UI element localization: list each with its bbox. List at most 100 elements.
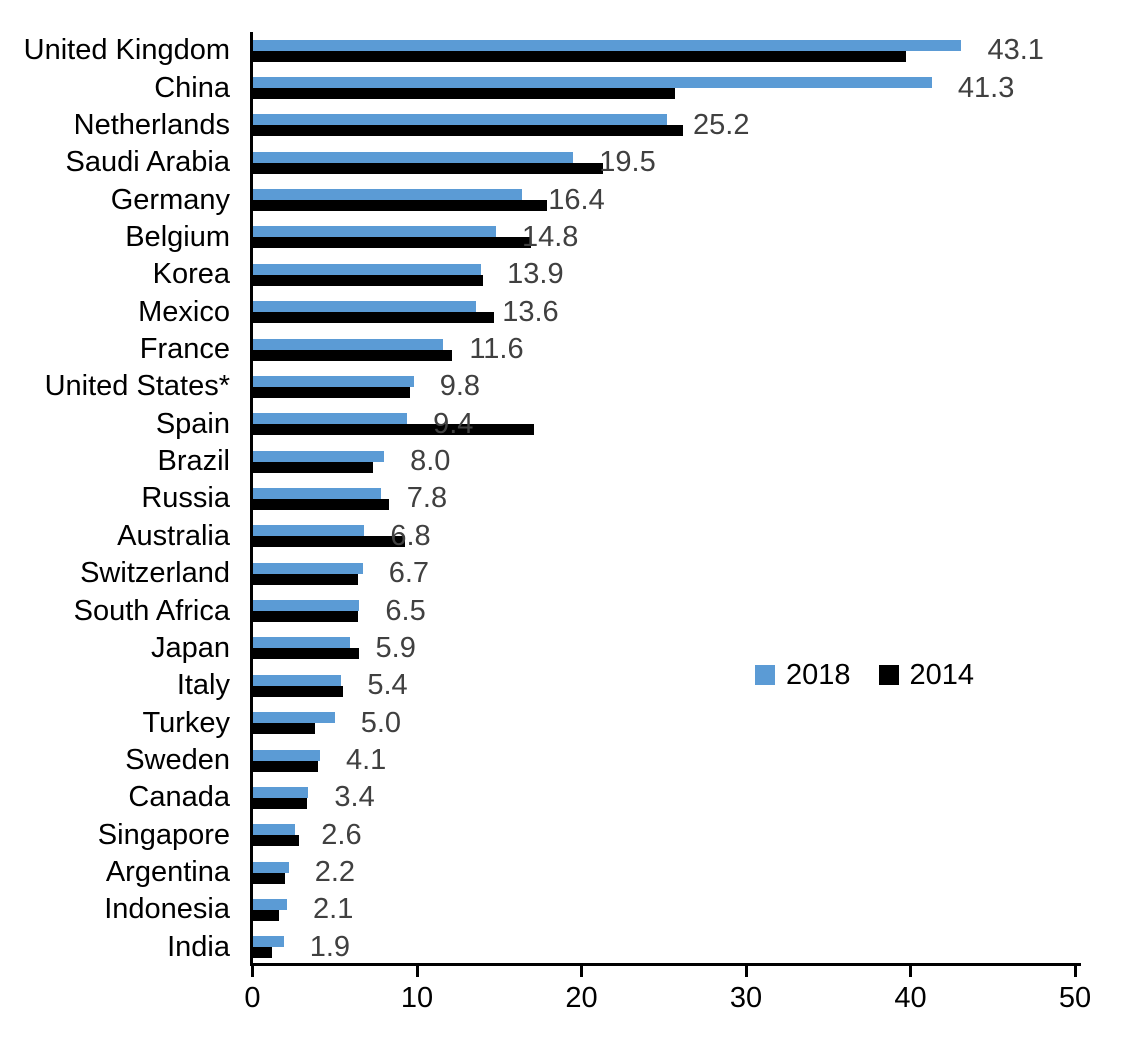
value-label: 9.4 (433, 407, 474, 440)
category-label: Saudi Arabia (65, 146, 230, 179)
bar-2014 (252, 536, 406, 548)
bar-2018 (252, 488, 381, 499)
bar-2018 (252, 749, 320, 761)
value-label: 7.8 (406, 482, 448, 515)
value-label: 1.9 (309, 930, 351, 963)
x-tick-mark (415, 966, 419, 977)
bar-2018 (252, 114, 668, 126)
bar-2014 (252, 909, 279, 921)
bar-2018 (252, 375, 414, 387)
bar-2014 (252, 611, 358, 623)
value-label: 43.1 (987, 34, 1044, 67)
bar-2014 (252, 797, 307, 809)
x-axis-line (249, 963, 1081, 966)
bar-2018 (252, 562, 363, 574)
bar-2014 (252, 835, 299, 847)
bar-2014 (252, 162, 603, 174)
bar-2014 (252, 760, 319, 772)
x-tick-label: 50 (1058, 982, 1092, 1014)
value-label: 25.2 (693, 108, 750, 141)
category-label: Indonesia (104, 893, 230, 926)
bar-2014 (252, 424, 534, 436)
bar-2018 (252, 189, 523, 201)
x-tick-mark (1073, 966, 1077, 977)
value-label: 6.5 (385, 594, 426, 627)
bar-2018 (252, 637, 350, 649)
category-label: Korea (152, 258, 230, 291)
x-tick-label: 10 (400, 982, 434, 1014)
bar-2018 (252, 824, 296, 836)
legend-label: 2018 (786, 658, 851, 691)
category-label: Turkey (142, 706, 230, 739)
category-label: Belgium (125, 220, 230, 253)
value-label: 4.1 (345, 744, 387, 776)
legend-entry: 2018 (755, 659, 851, 692)
value-label: 16.4 (548, 183, 605, 216)
x-tick-mark (909, 966, 912, 977)
bar-2018 (252, 898, 288, 910)
bar-2018 (252, 936, 284, 948)
value-label: 41.3 (957, 71, 1015, 104)
category-label: Switzerland (80, 557, 230, 590)
bar-2014 (252, 573, 358, 585)
bar-2014 (252, 237, 531, 249)
legend-swatch-2018 (755, 665, 775, 685)
bar-2014 (252, 872, 286, 884)
value-label: 5.9 (375, 631, 416, 664)
bar-2014 (252, 723, 315, 735)
category-label: United States* (44, 370, 230, 403)
category-label: Canada (128, 781, 230, 814)
bar-2014 (252, 88, 676, 100)
bar-2018 (252, 674, 342, 686)
legend: 2018 2014 (755, 655, 974, 695)
category-label: Germany (110, 183, 230, 216)
bar-2014 (252, 274, 483, 286)
bar-2018 (252, 226, 496, 238)
category-label: Russia (141, 482, 230, 515)
category-label: South Africa (73, 594, 230, 627)
bar-2018 (252, 263, 482, 275)
x-tick-label: 40 (894, 982, 927, 1014)
bar-2018 (252, 338, 444, 350)
bar-2014 (252, 386, 411, 398)
bar-2014 (252, 685, 343, 697)
category-label: Netherlands (73, 108, 230, 141)
value-label: 6.8 (390, 519, 431, 552)
legend-entry: 2014 (878, 658, 975, 692)
category-label: China (154, 71, 230, 104)
category-label: United Kingdom (23, 34, 230, 67)
bar-2018 (252, 39, 962, 51)
bar-2014 (252, 461, 373, 473)
bar-2018 (252, 525, 365, 537)
bar-2018 (252, 450, 385, 462)
bar-2014 (252, 349, 452, 361)
value-label: 14.8 (521, 220, 579, 253)
value-label: 5.0 (360, 706, 402, 739)
bar-2014 (252, 499, 390, 510)
value-label: 3.4 (334, 781, 375, 814)
bar-2014 (252, 125, 684, 137)
value-label: 5.4 (367, 669, 408, 702)
x-tick-label: 0 (244, 982, 261, 1014)
legend-label: 2014 (909, 658, 975, 691)
bar-2018 (252, 600, 360, 612)
category-label: Argentina (105, 856, 230, 889)
category-label: Spain (155, 407, 230, 440)
x-tick-mark (251, 966, 254, 977)
category-label: Italy (176, 669, 230, 702)
bar-2018 (252, 861, 289, 873)
bar-2018 (252, 301, 477, 313)
bar-2018 (252, 413, 408, 425)
bar-2014 (252, 312, 495, 324)
category-label: Japan (150, 631, 230, 664)
bar-2018 (252, 786, 309, 798)
bar-2018 (252, 77, 932, 89)
x-tick-label: 30 (729, 982, 763, 1014)
bar-2018 (252, 712, 335, 724)
bar-2014 (252, 947, 273, 959)
x-tick-mark (744, 966, 748, 977)
value-label: 2.1 (313, 893, 354, 926)
value-label: 19.5 (599, 146, 656, 179)
bar-2018 (252, 151, 574, 163)
